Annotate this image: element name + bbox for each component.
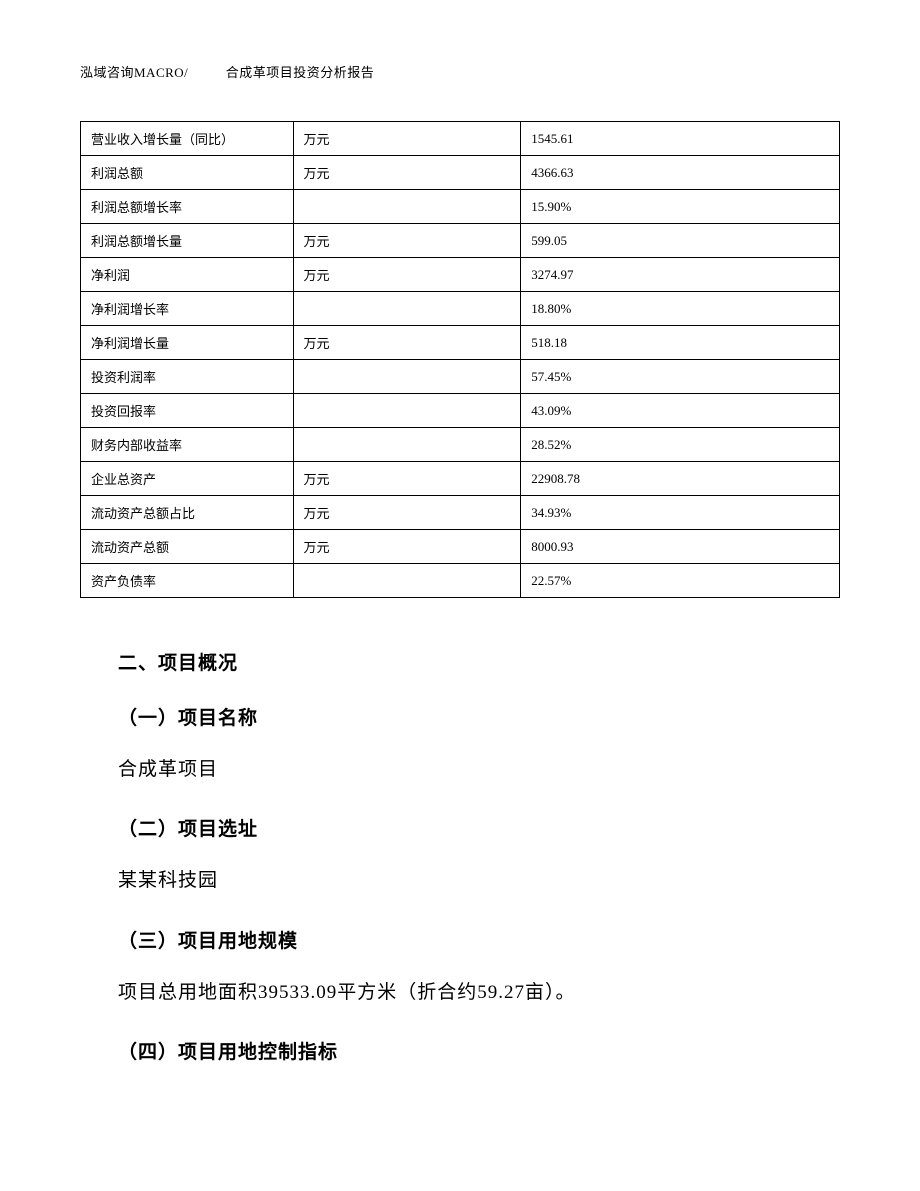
table-row: 营业收入增长量（同比） 万元 1545.61: [81, 122, 840, 156]
content-section: 二、项目概况 （一）项目名称 合成革项目 （二）项目选址 某某科技园 （三）项目…: [80, 648, 840, 1064]
subsection-2-text: 某某科技园: [118, 865, 820, 897]
page-container: 泓域咨询MACRO/ 合成革项目投资分析报告 营业收入增长量（同比） 万元 15…: [0, 0, 920, 1168]
table-row: 流动资产总额 万元 8000.93: [81, 530, 840, 564]
table-row: 净利润增长率 18.80%: [81, 292, 840, 326]
cell-unit: [293, 428, 521, 462]
cell-label: 投资利润率: [81, 360, 294, 394]
page-header: 泓域咨询MACRO/ 合成革项目投资分析报告: [80, 62, 840, 81]
table-row: 投资回报率 43.09%: [81, 394, 840, 428]
cell-label: 利润总额: [81, 156, 294, 190]
table-row: 净利润 万元 3274.97: [81, 258, 840, 292]
cell-unit: [293, 292, 521, 326]
cell-value: 3274.97: [521, 258, 840, 292]
header-title: 合成革项目投资分析报告: [226, 65, 375, 80]
cell-label: 营业收入增长量（同比）: [81, 122, 294, 156]
cell-unit: 万元: [293, 496, 521, 530]
table-row: 利润总额增长率 15.90%: [81, 190, 840, 224]
cell-unit: [293, 564, 521, 598]
table-body: 营业收入增长量（同比） 万元 1545.61 利润总额 万元 4366.63 利…: [81, 122, 840, 598]
cell-label: 流动资产总额: [81, 530, 294, 564]
cell-value: 18.80%: [521, 292, 840, 326]
table-row: 资产负债率 22.57%: [81, 564, 840, 598]
section-main-title: 二、项目概况: [118, 648, 820, 675]
cell-value: 28.52%: [521, 428, 840, 462]
cell-label: 流动资产总额占比: [81, 496, 294, 530]
table-row: 利润总额增长量 万元 599.05: [81, 224, 840, 258]
cell-label: 净利润: [81, 258, 294, 292]
cell-unit: [293, 360, 521, 394]
cell-value: 8000.93: [521, 530, 840, 564]
table-row: 流动资产总额占比 万元 34.93%: [81, 496, 840, 530]
cell-unit: 万元: [293, 462, 521, 496]
cell-label: 净利润增长率: [81, 292, 294, 326]
subsection-2-title: （二）项目选址: [118, 814, 820, 841]
header-company: 泓域咨询MACRO/: [80, 65, 188, 80]
cell-unit: 万元: [293, 326, 521, 360]
cell-value: 43.09%: [521, 394, 840, 428]
cell-value: 22.57%: [521, 564, 840, 598]
cell-value: 1545.61: [521, 122, 840, 156]
cell-value: 4366.63: [521, 156, 840, 190]
cell-unit: 万元: [293, 122, 521, 156]
cell-value: 518.18: [521, 326, 840, 360]
cell-unit: 万元: [293, 530, 521, 564]
cell-unit: [293, 190, 521, 224]
cell-value: 34.93%: [521, 496, 840, 530]
cell-label: 财务内部收益率: [81, 428, 294, 462]
cell-label: 投资回报率: [81, 394, 294, 428]
cell-label: 净利润增长量: [81, 326, 294, 360]
subsection-1-text: 合成革项目: [118, 754, 820, 786]
cell-value: 22908.78: [521, 462, 840, 496]
cell-value: 57.45%: [521, 360, 840, 394]
cell-label: 资产负债率: [81, 564, 294, 598]
cell-unit: 万元: [293, 156, 521, 190]
subsection-4-title: （四）项目用地控制指标: [118, 1037, 820, 1064]
financial-table: 营业收入增长量（同比） 万元 1545.61 利润总额 万元 4366.63 利…: [80, 121, 840, 598]
cell-label: 利润总额增长率: [81, 190, 294, 224]
table-row: 净利润增长量 万元 518.18: [81, 326, 840, 360]
cell-value: 15.90%: [521, 190, 840, 224]
cell-label: 利润总额增长量: [81, 224, 294, 258]
subsection-3-text: 项目总用地面积39533.09平方米（折合约59.27亩）。: [118, 977, 820, 1009]
cell-unit: 万元: [293, 258, 521, 292]
cell-label: 企业总资产: [81, 462, 294, 496]
table-row: 投资利润率 57.45%: [81, 360, 840, 394]
table-row: 财务内部收益率 28.52%: [81, 428, 840, 462]
table-row: 企业总资产 万元 22908.78: [81, 462, 840, 496]
cell-unit: [293, 394, 521, 428]
subsection-3-title: （三）项目用地规模: [118, 926, 820, 953]
cell-value: 599.05: [521, 224, 840, 258]
subsection-1-title: （一）项目名称: [118, 703, 820, 730]
cell-unit: 万元: [293, 224, 521, 258]
table-row: 利润总额 万元 4366.63: [81, 156, 840, 190]
